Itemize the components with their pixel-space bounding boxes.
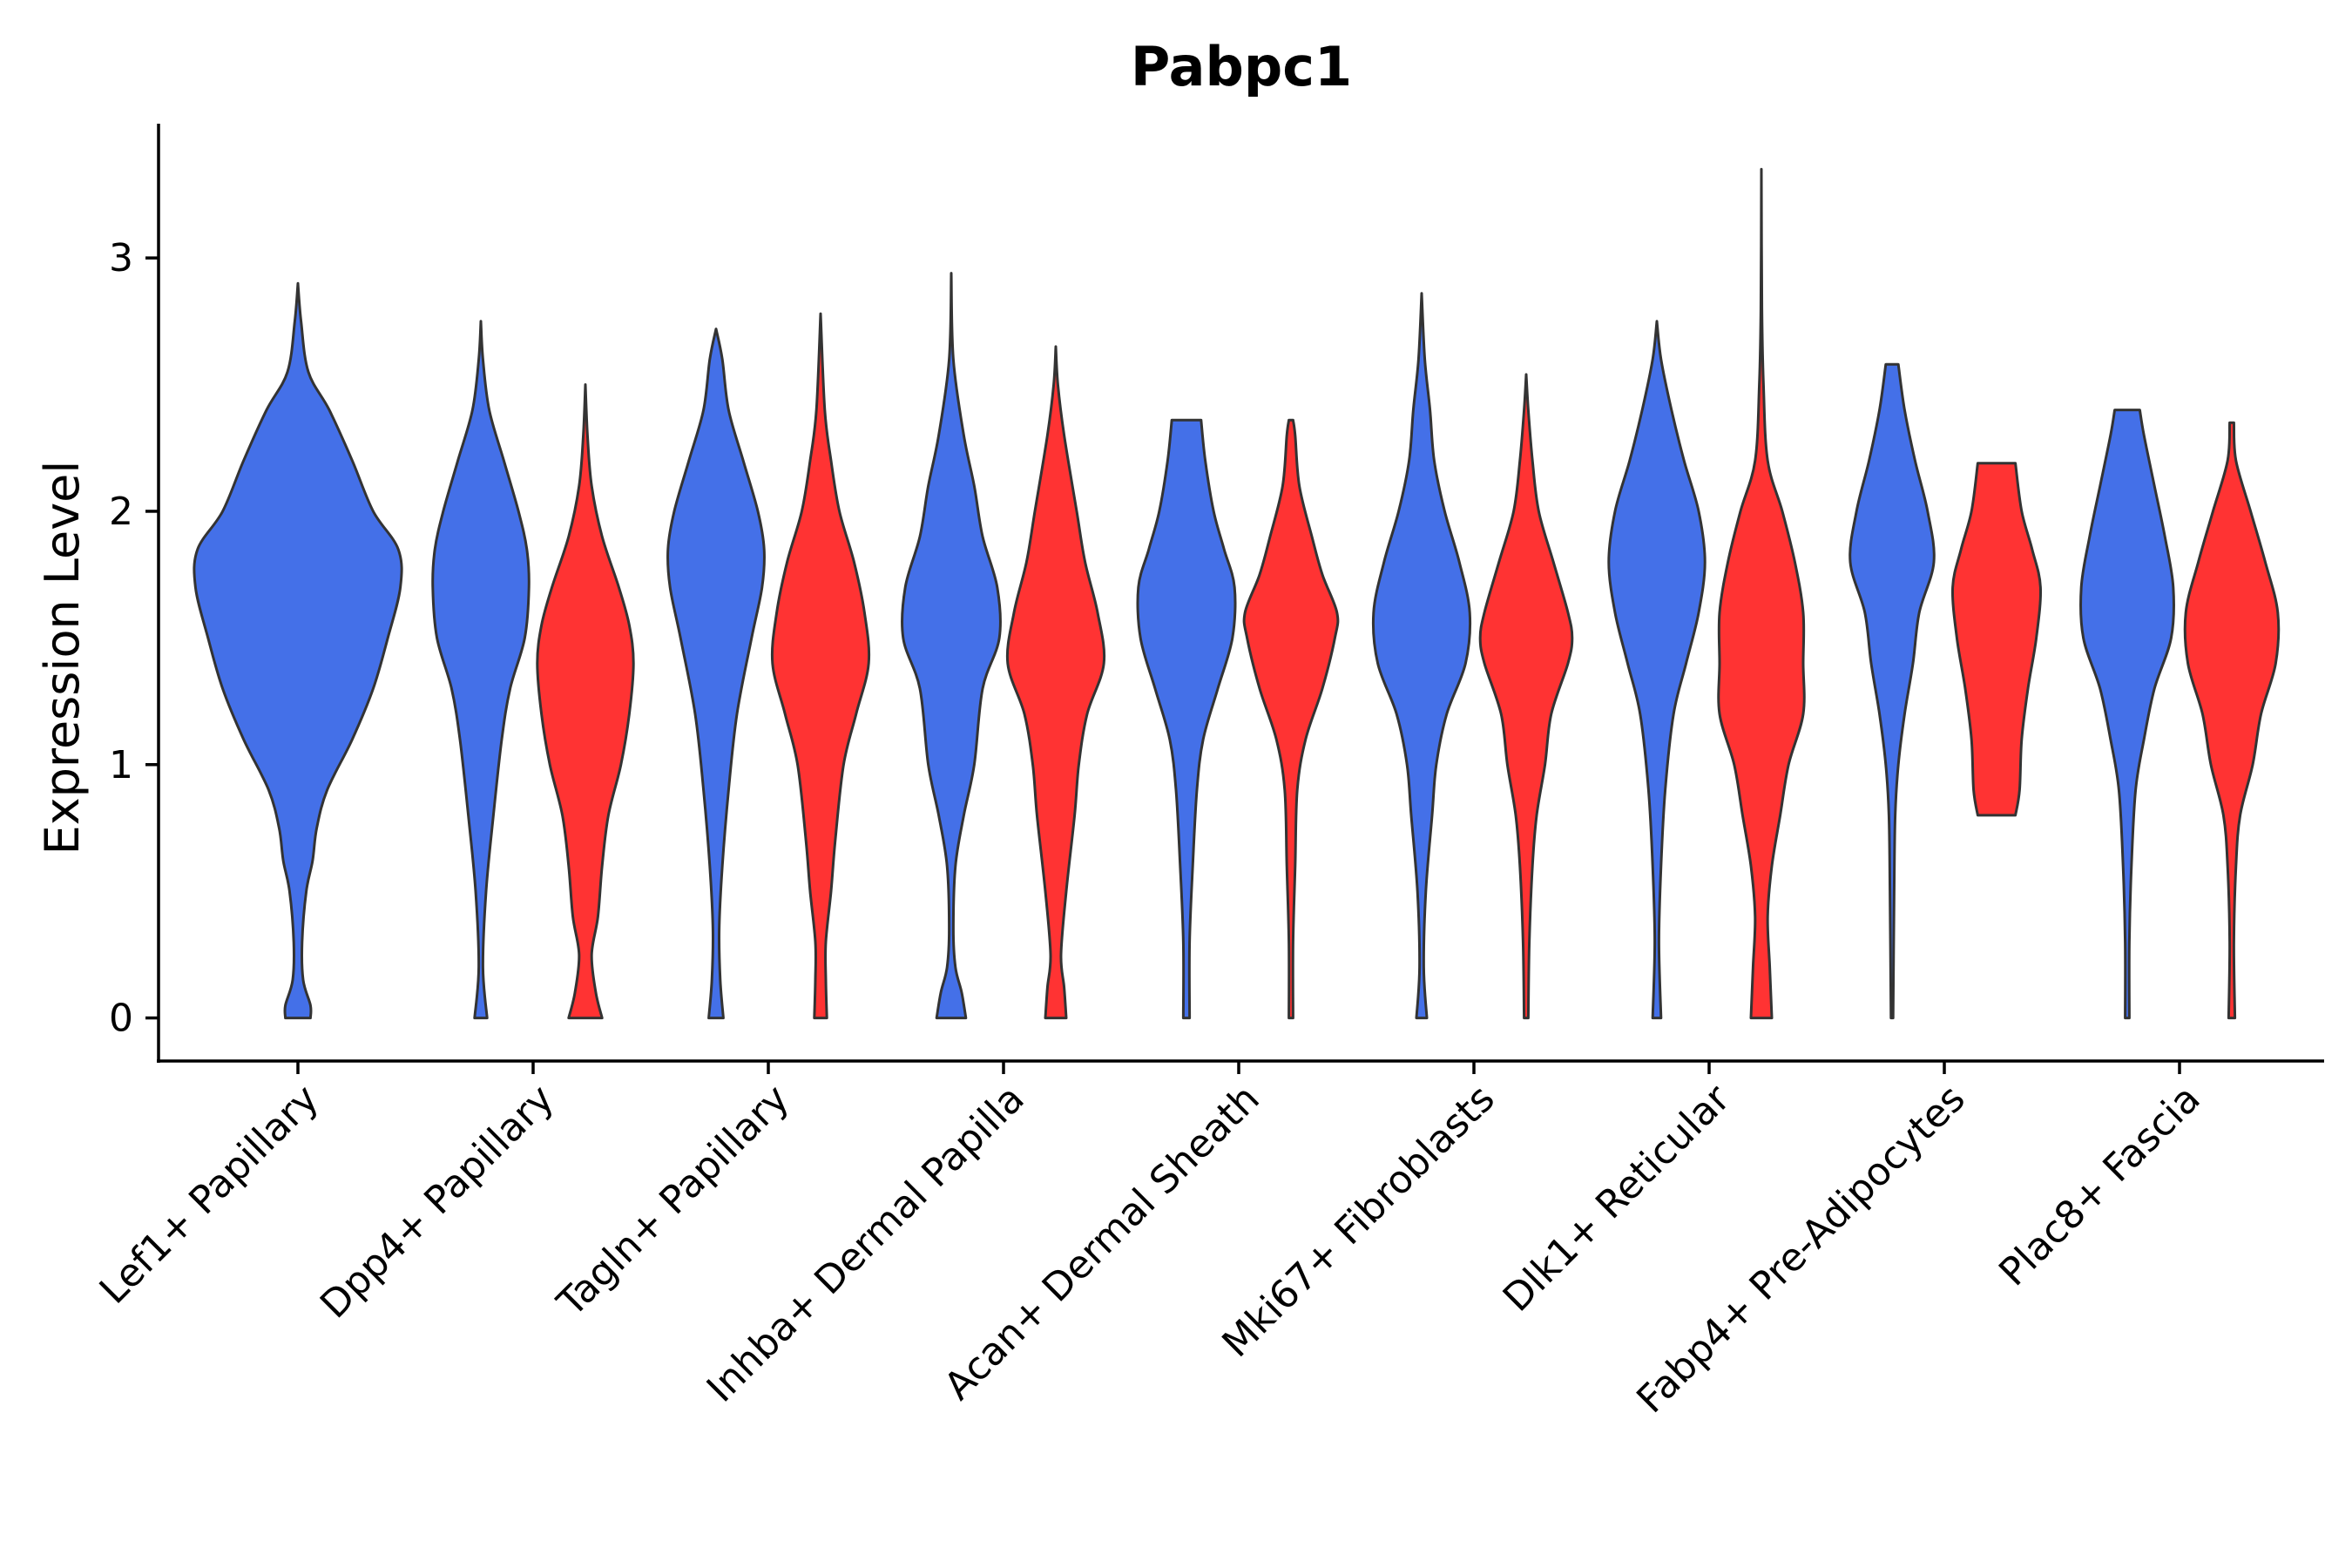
violin-blue <box>193 281 403 1020</box>
violin-blue <box>1371 292 1472 1020</box>
x-tick-label: Lef1+ Papillary <box>91 1077 328 1313</box>
violin-blue <box>900 272 1003 1020</box>
x-tick-label: Tagln+ Papillary <box>549 1077 798 1326</box>
violin-red <box>2183 421 2281 1020</box>
violin-group <box>193 167 2281 1020</box>
violin-blue <box>431 320 531 1020</box>
violin-blue <box>1848 362 1936 1020</box>
y-ticks: 0 1 2 3 <box>109 236 159 1041</box>
violin-blue <box>1136 418 1237 1020</box>
violin-red <box>770 312 871 1020</box>
y-tick-label: 1 <box>109 743 133 787</box>
violin-blue <box>2078 409 2176 1020</box>
y-tick-label: 0 <box>109 997 133 1041</box>
violin-red <box>1242 418 1340 1020</box>
x-tick-label: Mki67+ Fibroblasts <box>1213 1077 1503 1366</box>
violin-red <box>1717 167 1806 1020</box>
y-tick-label: 2 <box>109 490 133 534</box>
violin-red <box>536 383 635 1020</box>
violin-red <box>1005 345 1106 1020</box>
x-tick-label: Plac8+ Fascia <box>1990 1077 2209 1295</box>
y-axis-label: Expression Level <box>35 461 90 855</box>
violin-blue <box>1607 320 1707 1020</box>
chart-title: Pabpc1 <box>1131 35 1352 98</box>
x-tick-label: Dlk1+ Reticular <box>1495 1076 1740 1321</box>
y-tick-label: 3 <box>109 236 133 280</box>
violin-blue <box>666 328 766 1020</box>
violin-red <box>1478 373 1574 1020</box>
x-tick-label: Dpp4+ Papillary <box>312 1077 563 1328</box>
violin-red <box>1950 462 2043 817</box>
